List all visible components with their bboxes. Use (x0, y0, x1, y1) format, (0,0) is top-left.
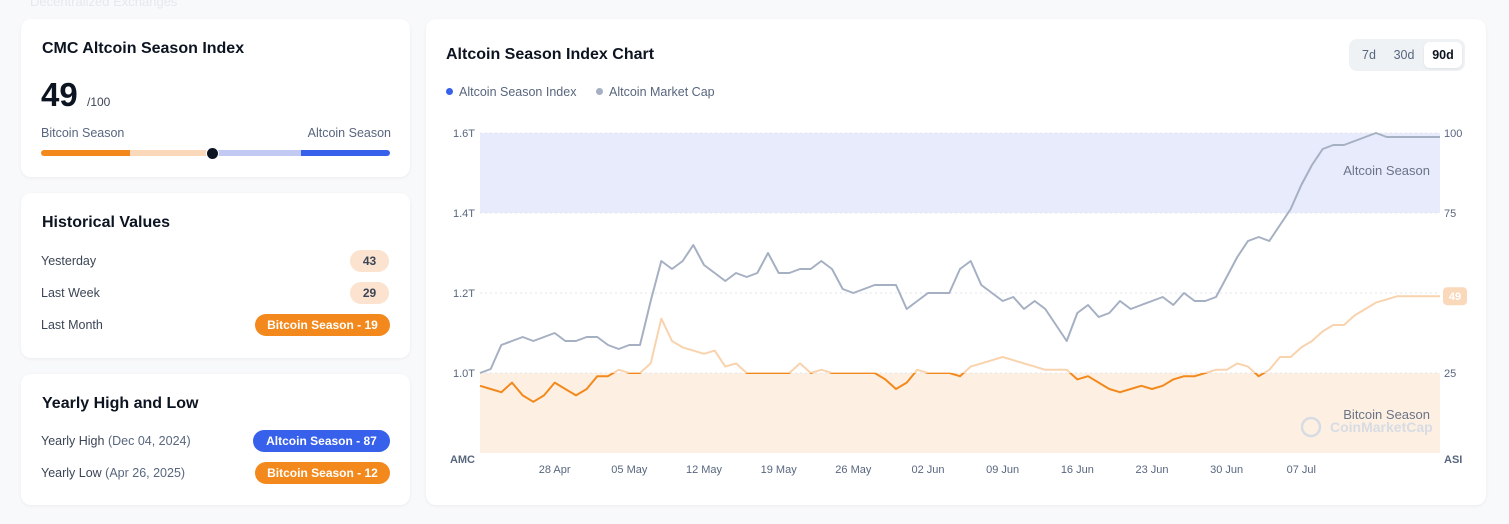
x-axis-tick: 28 Apr (539, 464, 571, 476)
yearly-high-badge: Altcoin Season - 87 (253, 430, 390, 452)
gauge-indicator (205, 147, 219, 160)
yearly-low-label: Yearly Low (41, 466, 102, 480)
bitcoin-season-zone-label: Bitcoin Season (1343, 407, 1430, 422)
legend-dot-blue (446, 88, 453, 95)
legend-dot-grey (596, 88, 603, 95)
legend-altcoin-season-index[interactable]: Altcoin Season Index (446, 85, 576, 99)
yearly-high-row: Yearly High (Dec 04, 2024) (41, 434, 191, 448)
svg-text:CoinMarketCap: CoinMarketCap (1330, 419, 1433, 435)
yesterday-label: Yesterday (41, 254, 97, 268)
bitcoin-season-label: Bitcoin Season (41, 126, 125, 140)
x-axis-tick: 07 Jul (1287, 464, 1316, 476)
historical-values-card: Historical Values Yesterday 43 Last Week… (21, 193, 410, 358)
yearly-high-date: (Dec 04, 2024) (107, 434, 191, 448)
left-axis-tick: 1.2T (453, 288, 475, 300)
yearly-title: Yearly High and Low (42, 395, 199, 412)
altcoin-season-index-line-upper (611, 295, 1440, 373)
x-axis-tick: 16 Jun (1061, 464, 1094, 476)
last-week-label: Last Week (41, 286, 100, 300)
bitcoin-season-zone (480, 373, 1440, 453)
altcoin-season-label: Altcoin Season (307, 126, 391, 140)
x-axis-tick: 19 May (761, 464, 798, 476)
x-axis-tick: 05 May (611, 464, 648, 476)
legend-altcoin-market-cap[interactable]: Altcoin Market Cap (596, 85, 715, 99)
x-axis-tick: 09 Jun (986, 464, 1019, 476)
current-value-tag (1443, 287, 1467, 306)
range-30d-button[interactable]: 30d (1393, 48, 1415, 62)
right-axis-tick: 100 (1444, 128, 1462, 140)
range-toggle-group: 7d 30d 90d (1349, 39, 1465, 71)
left-axis-label: AMC (450, 454, 475, 466)
index-value: 49 (41, 76, 78, 113)
altcoin-season-zone (480, 133, 1440, 213)
yesterday-value-badge: 43 (350, 250, 389, 272)
left-axis-tick: 1.4T (453, 208, 475, 220)
x-axis-tick: 12 May (686, 464, 723, 476)
x-axis-tick: 23 Jun (1135, 464, 1168, 476)
legend-amc-label: Altcoin Market Cap (609, 85, 715, 99)
x-axis-tick: 30 Jun (1210, 464, 1243, 476)
historical-title: Historical Values (42, 214, 171, 231)
range-7d-button[interactable]: 7d (1362, 48, 1376, 62)
yearly-low-badge: Bitcoin Season - 12 (255, 462, 390, 484)
altcoin-season-index-card: CMC Altcoin Season Index 49 /100 Bitcoin… (21, 19, 410, 177)
yearly-high-label: Yearly High (41, 434, 105, 448)
last-week-value-badge: 29 (350, 282, 389, 304)
right-axis-tick: 25 (1444, 368, 1456, 380)
gauge-bitcoin-light-segment (130, 150, 211, 156)
altcoin-season-index-line (479, 373, 1266, 403)
index-card-title: CMC Altcoin Season Index (42, 40, 245, 57)
last-month-value-badge: Bitcoin Season - 19 (255, 314, 390, 336)
altcoin-season-zone-label: Altcoin Season (1343, 163, 1430, 178)
x-axis-tick: 02 Jun (911, 464, 944, 476)
last-month-label: Last Month (41, 318, 103, 332)
yearly-low-date: (Apr 26, 2025) (105, 466, 186, 480)
coinmarketcap-watermark: CoinMarketCap (1300, 416, 1433, 438)
altcoin-season-chart-card: Altcoin Season Index Chart 7d 30d 90d Al… (426, 19, 1486, 505)
current-value-label: 49 (1449, 291, 1461, 303)
yearly-high-low-card: Yearly High and Low Yearly High (Dec 04,… (21, 374, 410, 505)
x-axis-tick: 26 May (835, 464, 872, 476)
altcoin-market-cap-line (479, 132, 1440, 374)
index-max: /100 (87, 95, 111, 109)
legend-asi-label: Altcoin Season Index (459, 85, 577, 99)
yearly-low-row: Yearly Low (Apr 26, 2025) (41, 466, 185, 480)
range-90d-button[interactable]: 90d (1424, 42, 1462, 68)
left-axis-tick: 1.0T (453, 368, 475, 380)
background-ghost-text: Decentralized Exchanges (30, 0, 178, 9)
right-axis-tick: 75 (1444, 208, 1456, 220)
gauge-altcoin-light-segment (211, 150, 301, 156)
chart-plot[interactable]: CoinMarketCap Altcoin Season Bitcoin Sea… (426, 19, 1486, 505)
gauge-bitcoin-segment (41, 150, 130, 156)
chart-title: Altcoin Season Index Chart (446, 46, 655, 63)
gauge-altcoin-segment (301, 150, 390, 156)
left-axis-tick: 1.6T (453, 128, 475, 140)
right-axis-label: ASI (1444, 454, 1462, 466)
